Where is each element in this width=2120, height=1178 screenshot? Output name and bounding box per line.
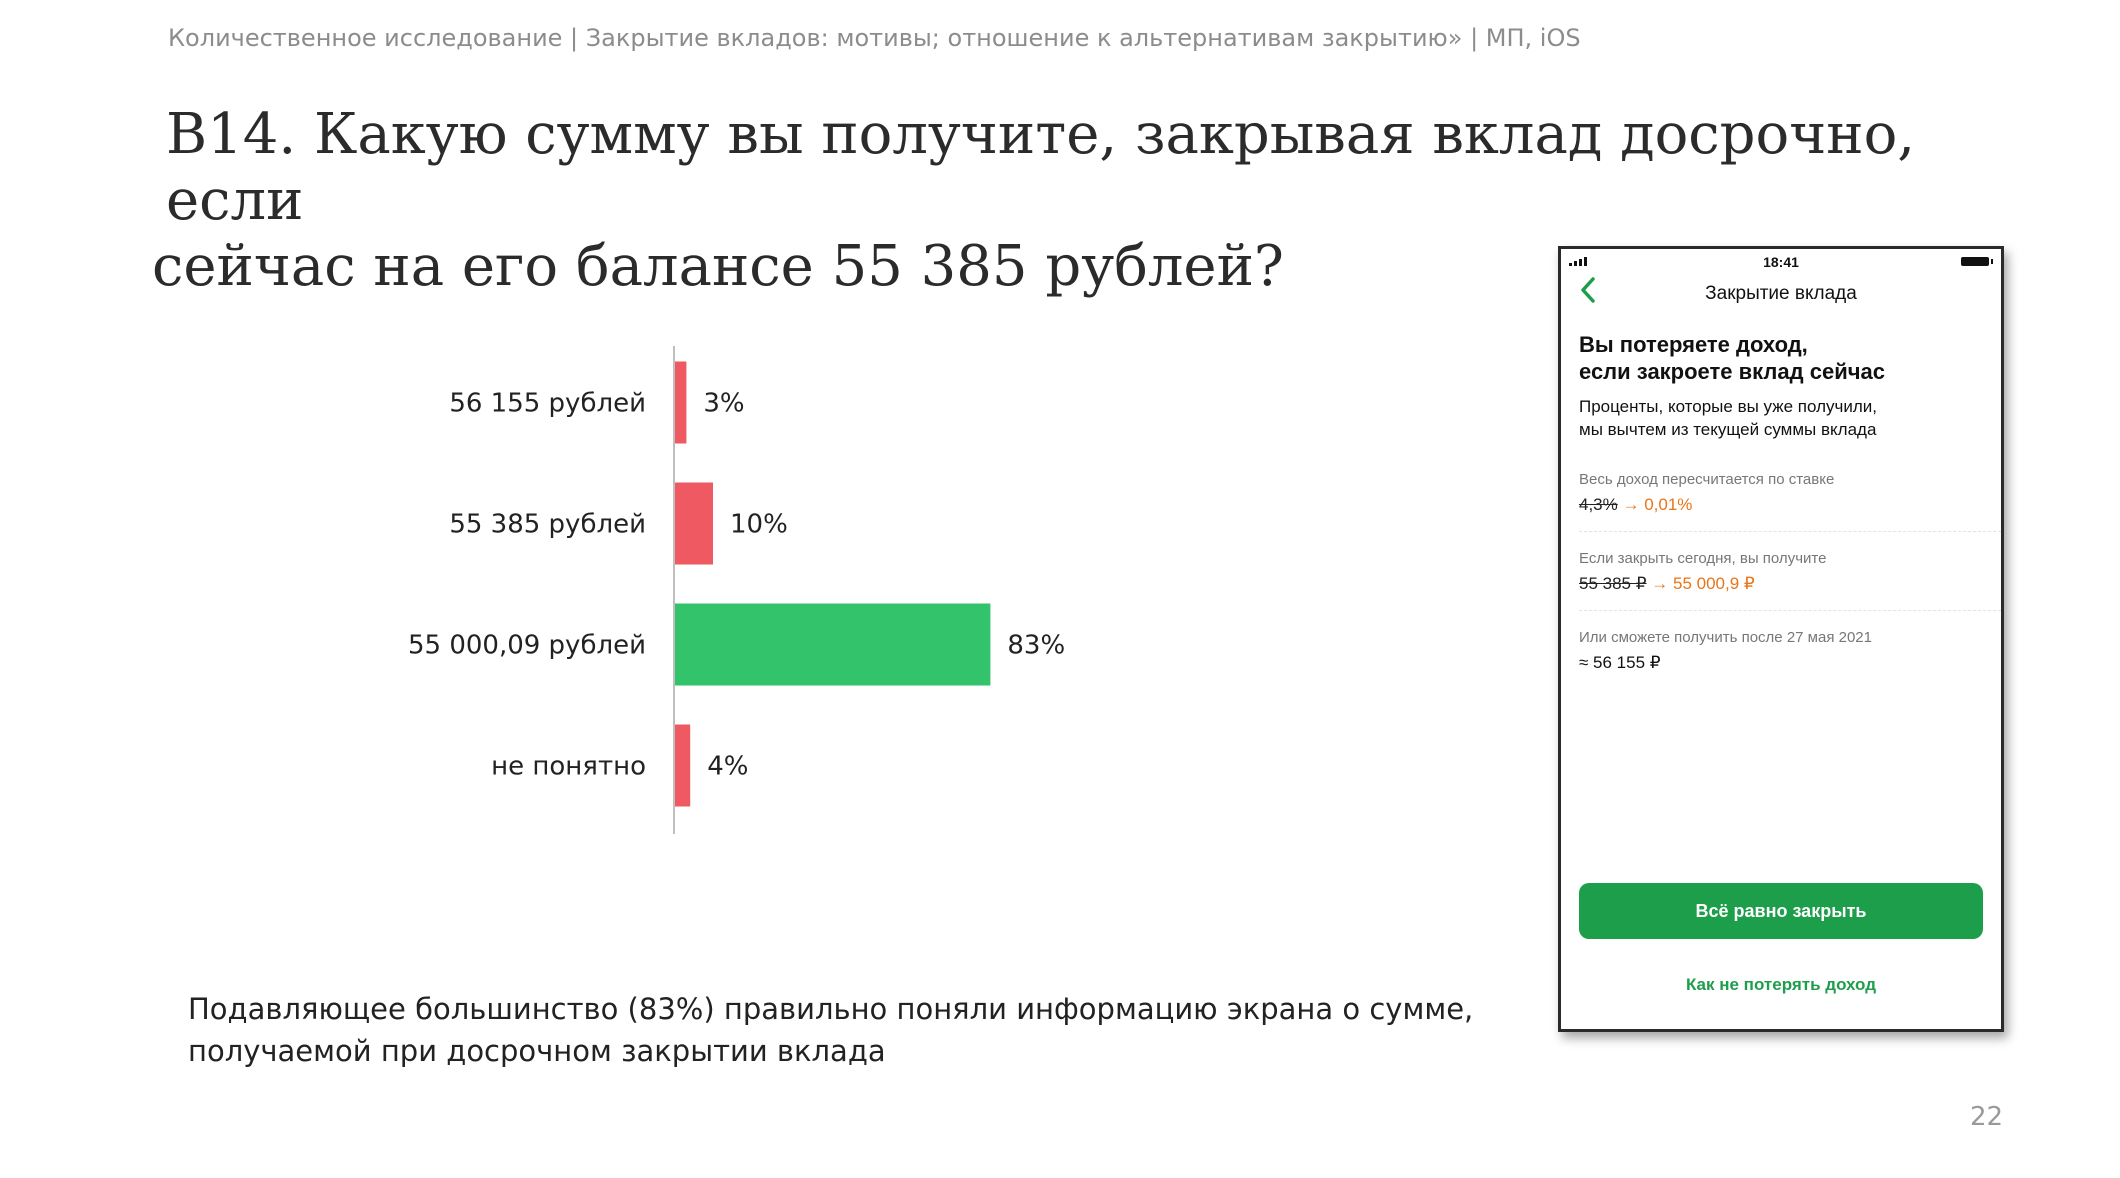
rate-value: 4,3% → 0,01% <box>1579 495 2001 515</box>
conclusion-text: Подавляющее большинство (83%) правильно … <box>188 988 1488 1072</box>
signal-icon <box>1569 257 1587 266</box>
chart-value-label: 83% <box>1007 631 1065 661</box>
phone-heading: Вы потеряете доход, если закроете вклад … <box>1579 331 1983 385</box>
later-label: Или сможете получить после 27 мая 2021 <box>1579 629 1872 646</box>
today-new-amount: → 55 000,9 ₽ <box>1651 574 1755 593</box>
back-chevron-icon[interactable] <box>1577 275 1601 305</box>
chart-bar <box>675 361 687 444</box>
rate-new: → 0,01% <box>1622 495 1693 514</box>
conclusion-line2: получаемой при досрочном закрытии вклада <box>188 1034 886 1068</box>
page-title-line2: сейчас на его балансе 55 385 рублей? <box>152 234 1284 299</box>
phone-subtext-line1: Проценты, которые вы уже получили, <box>1579 397 1877 416</box>
phone-mockup: 18:41 Закрытие вклада Вы потеряете доход… <box>1558 246 2004 1032</box>
nav-bar: Закрытие вклада <box>1561 271 2001 311</box>
phone-heading-line2: если закроете вклад сейчас <box>1579 359 1885 384</box>
chart-category-label: 55 385 рублей <box>449 510 646 540</box>
today-old-amount: 55 385 ₽ <box>1579 574 1647 593</box>
status-bar: 18:41 <box>1561 249 2001 271</box>
chart-bar <box>675 482 713 565</box>
chart-value-label: 3% <box>703 389 744 419</box>
phone-subtext-line2: мы вычтем из текущей суммы вклада <box>1579 420 1877 439</box>
page-number: 22 <box>1970 1102 2004 1132</box>
later-amount: ≈ 56 155 ₽ <box>1579 653 1661 672</box>
chart-value-label: 4% <box>707 752 748 782</box>
status-time: 18:41 <box>1763 254 1799 270</box>
rate-info-block: Весь доход пересчитается по ставке 4,3% … <box>1579 453 2001 532</box>
bar-chart: 56 155 рублей 3% 55 385 рублей 10% 55 000,09… <box>408 346 1065 834</box>
rate-old: 4,3% <box>1579 495 1618 514</box>
chart-bar <box>675 603 991 686</box>
today-value: 55 385 ₽ → 55 000,9 ₽ <box>1579 574 2001 594</box>
phone-heading-line1: Вы потеряете доход, <box>1579 332 1808 357</box>
today-label: Если закрыть сегодня, вы получите <box>1579 550 1827 567</box>
chart-category-label: 56 155 рублей <box>449 389 646 419</box>
page-title: B14. Какую сумму вы получите, закрывая в… <box>152 102 1952 300</box>
today-info-block: Если закрыть сегодня, вы получите 55 385… <box>1579 532 2001 611</box>
chart-category-label: 55 000,09 рублей <box>408 631 646 661</box>
close-anyway-button[interactable]: Всё равно закрыть <box>1579 883 1983 939</box>
battery-icon <box>1961 257 1993 266</box>
phone-subtext: Проценты, которые вы уже получили, мы вы… <box>1579 395 1983 441</box>
keep-income-link[interactable]: Как не потерять доход <box>1685 975 1877 994</box>
chart-value-label: 10% <box>730 510 788 540</box>
rate-label: Весь доход пересчитается по ставке <box>1579 471 1835 488</box>
chart-category-label: не понятно <box>491 752 646 782</box>
chart-bar <box>675 724 691 807</box>
later-info-block: Или сможете получить после 27 мая 2021 ≈… <box>1579 611 2001 689</box>
nav-title: Закрытие вклада <box>1705 283 1857 304</box>
header-subtitle: Количественное исследование | Закрытие в… <box>168 24 1581 52</box>
conclusion-line1: Подавляющее большинство (83%) правильно … <box>188 992 1474 1026</box>
page-title-line1: B14. Какую сумму вы получите, закрывая в… <box>166 102 1916 233</box>
